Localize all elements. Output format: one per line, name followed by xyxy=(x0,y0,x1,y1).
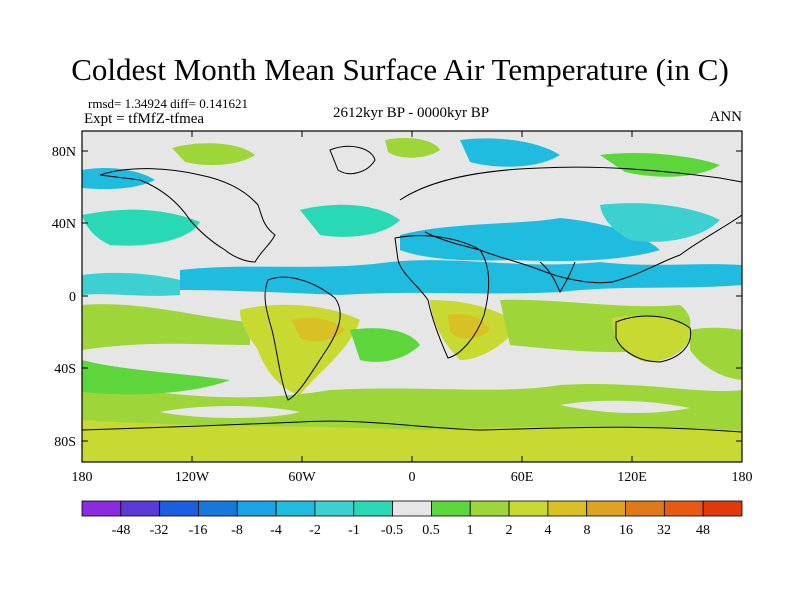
colorbar-label: -2 xyxy=(309,523,321,538)
colorbar: -48 -32 -16 -8 -4 -2 -1 -0.5 0.5 1 2 4 8… xyxy=(81,500,743,538)
coast-africa xyxy=(394,235,490,359)
colorbar-box xyxy=(314,500,355,517)
field-southern-greenbelt xyxy=(82,360,230,395)
colorbar-label: 4 xyxy=(545,523,552,538)
field-south-america-hot xyxy=(292,318,345,342)
colorbar-label: 0.5 xyxy=(422,523,440,538)
field-arctic-green-2 xyxy=(385,138,440,158)
field-arctic-cool-1 xyxy=(460,138,560,167)
colorbar-labels: -48 -32 -16 -8 -4 -2 -1 -0.5 0.5 1 2 4 8… xyxy=(112,523,710,538)
lon-label-60w: 60W xyxy=(288,470,316,485)
coast-north-america xyxy=(99,168,276,263)
colorbar-label: -0.5 xyxy=(381,523,403,538)
lon-label-180w: 180 xyxy=(72,470,93,485)
lon-label-60e: 60E xyxy=(511,470,534,485)
colorbar-box xyxy=(663,500,704,517)
colorbar-box xyxy=(392,500,432,517)
colorbar-label: -48 xyxy=(112,523,131,538)
field-southern-band-warm xyxy=(82,304,250,350)
map-title: Coldest Month Mean Surface Air Temperatu… xyxy=(71,52,729,87)
colorbar-box xyxy=(120,500,161,517)
lon-label-120e: 120E xyxy=(617,470,647,485)
latitude-axis: 80N 40N 0 40S 80S xyxy=(52,145,742,450)
lon-label-180e: 180 xyxy=(732,470,753,485)
coast-antarctica xyxy=(82,420,742,433)
coast-south-america xyxy=(264,276,341,401)
field-antarctic-warm xyxy=(82,420,742,462)
colorbar-label: 8 xyxy=(584,523,591,538)
coast-australia xyxy=(615,315,692,363)
colorbar-label: 16 xyxy=(619,523,633,538)
rmsd-diff-stats: rmsd= 1.34924 diff= 0.141621 xyxy=(88,96,248,111)
coast-eurasia xyxy=(399,166,742,284)
field-north-atlantic-pale xyxy=(300,204,400,237)
colorbar-box xyxy=(159,500,199,517)
colorbar-box xyxy=(586,500,626,517)
colorbar-label: 32 xyxy=(657,523,671,538)
experiment-label: Expt = tfMfZ-tfmea xyxy=(84,111,205,127)
field-arctic-green-1 xyxy=(172,143,255,166)
colorbar-label: -4 xyxy=(270,523,282,538)
colorbar-box xyxy=(353,500,393,517)
colorbar-box xyxy=(469,500,510,517)
colorbar-label: 1 xyxy=(467,523,474,538)
lon-label-120w: 120W xyxy=(175,470,210,485)
colorbar-label: -8 xyxy=(231,523,243,538)
colorbar-box xyxy=(508,500,549,517)
lat-label-80s: 80S xyxy=(54,435,76,450)
field-arctic-cool-2 xyxy=(82,168,155,190)
colorbar-box xyxy=(81,500,122,517)
colorbar-box xyxy=(625,500,665,517)
lat-label-40n: 40N xyxy=(52,217,76,232)
field-equatorial-cool xyxy=(180,260,742,295)
colorbar-box xyxy=(431,500,471,517)
season-label: ANN xyxy=(709,109,743,125)
lat-label-40s: 40S xyxy=(54,362,76,377)
field-equatorial-pale xyxy=(82,272,180,296)
colorbar-box xyxy=(702,500,743,517)
field-southern-africa-hot xyxy=(448,314,490,339)
lat-label-80n: 80N xyxy=(52,145,76,160)
colorbar-label: -16 xyxy=(189,523,208,538)
colorbar-box xyxy=(275,500,316,517)
colorbar-box xyxy=(547,500,588,517)
colorbar-box xyxy=(236,500,277,517)
temperature-field xyxy=(82,131,742,462)
colorbar-label: -32 xyxy=(150,523,169,538)
coastlines xyxy=(82,145,742,433)
field-south-atlantic xyxy=(350,328,420,362)
field-north-pacific-pale xyxy=(82,209,200,246)
colorbar-label: 2 xyxy=(506,523,513,538)
colorbar-label: 48 xyxy=(696,523,710,538)
longitude-axis: 180 120W 60W 0 60E 120E 180 xyxy=(72,131,753,485)
field-tasman-warm xyxy=(690,327,742,380)
field-antarctic-neutral xyxy=(160,400,690,418)
colorbar-box xyxy=(198,500,238,517)
field-east-asia-pale xyxy=(600,203,720,242)
field-eurasia-cool xyxy=(400,218,660,261)
colorbar-label: -1 xyxy=(348,523,360,538)
field-australia-warm xyxy=(612,315,692,362)
colorbar-boxes xyxy=(81,500,743,517)
period-label: 2612kyr BP - 0000kyr BP xyxy=(332,105,490,121)
lat-label-0: 0 xyxy=(69,290,76,305)
field-arctic-green-3 xyxy=(600,153,720,177)
coast-greenland xyxy=(329,145,376,175)
lon-label-0: 0 xyxy=(409,470,416,485)
coast-india xyxy=(539,261,576,294)
